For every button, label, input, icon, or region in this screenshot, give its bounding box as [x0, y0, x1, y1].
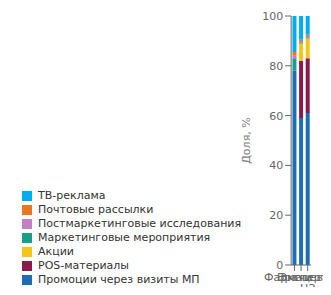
svg-text:ЭкспертыЦЗ: ЭкспертыЦЗ	[279, 271, 323, 287]
svg-text:0: 0	[276, 259, 283, 272]
html-text:Постмаркетинговые исследования: Постмаркетинговые исследования	[38, 217, 242, 230]
html-text:ТВ-реклама: ТВ-реклама	[38, 189, 106, 202]
svg-text:60: 60	[269, 110, 283, 123]
svg-text:40: 40	[269, 159, 283, 172]
html-text:POS-материалы: POS-материалы	[38, 259, 129, 272]
svg-text:20: 20	[269, 209, 283, 222]
html-text:Почтовые рассылки: Почтовые рассылки	[38, 203, 154, 216]
svg-text:80: 80	[269, 60, 283, 73]
html-text:Промоции через визиты МП: Промоции через визиты МП	[38, 273, 200, 286]
html-text:Маркетинговые мероприятия: Маркетинговые мероприятия	[38, 231, 211, 244]
html-text:Акции: Акции	[38, 245, 74, 258]
svg-text:100: 100	[262, 10, 283, 23]
svg-text:Доля, %: Доля, %	[240, 117, 253, 163]
